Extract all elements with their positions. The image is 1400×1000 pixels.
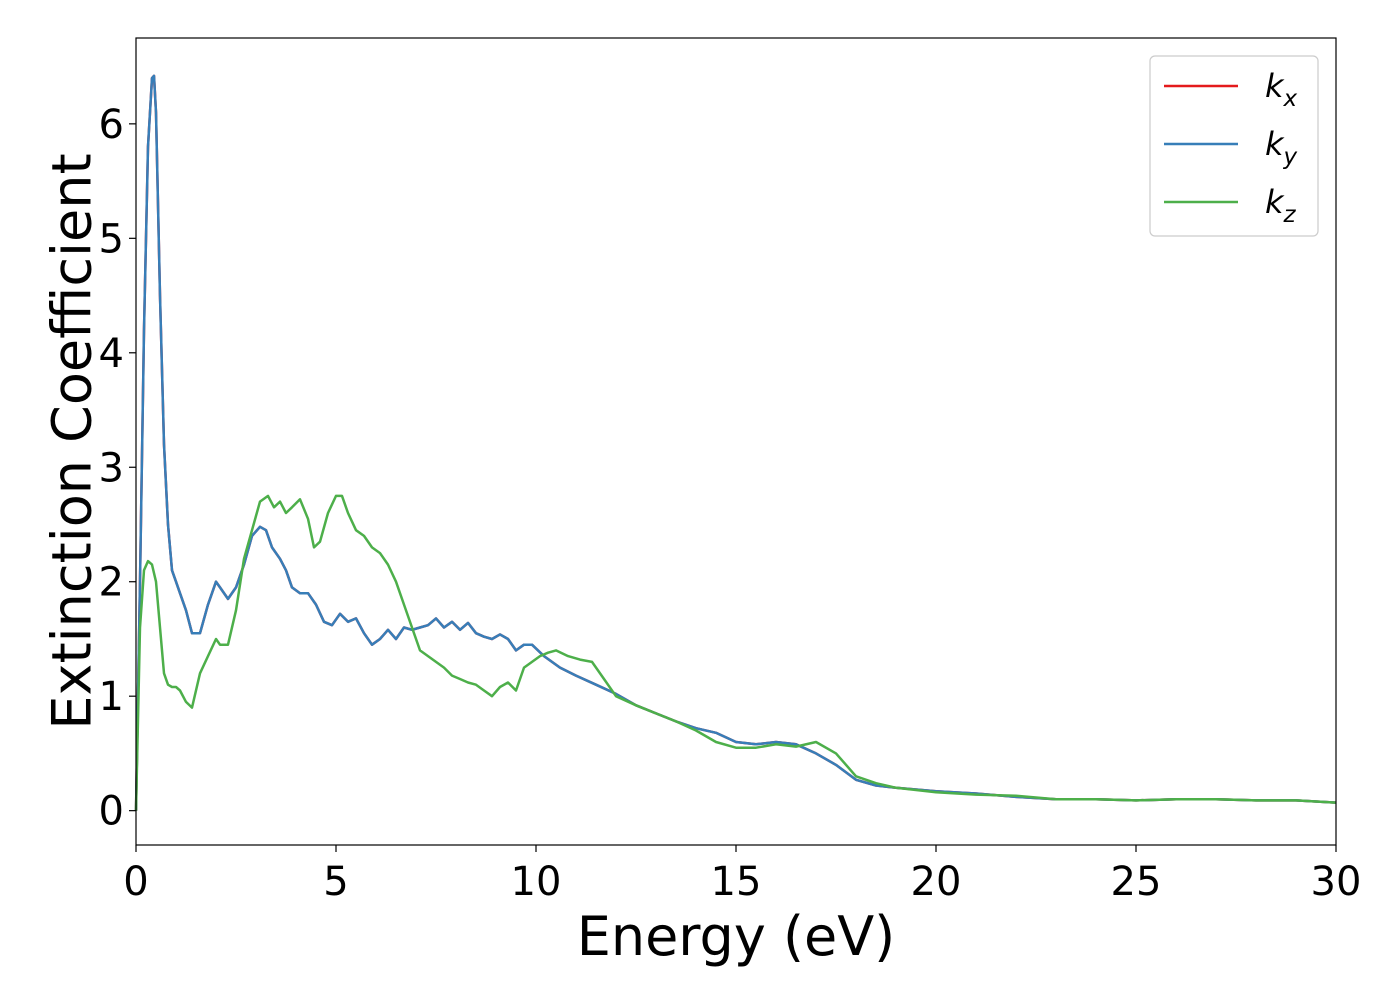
y-tick-label: 5 [99,216,124,262]
y-tick-label: 4 [99,331,124,377]
legend: kx ky kz [1149,55,1319,237]
y-tick-label: 1 [99,674,124,720]
x-tick-label: 25 [1111,859,1162,905]
x-tick-label: 5 [323,859,348,905]
y-axis-ticks: 0 1 2 3 4 5 6 [99,102,136,835]
y-tick-label: 2 [99,560,124,606]
x-axis-label: Energy (eV) [577,905,896,968]
x-tick-label: 0 [123,859,148,905]
x-tick-label: 30 [1311,859,1362,905]
legend-label-k-y: ky [1265,125,1298,170]
series-line-k-y [134,74,1337,811]
y-tick-label: 3 [99,445,124,491]
x-tick-label: 20 [911,859,962,905]
legend-label-k-x: kx [1265,67,1298,112]
y-axis-label: Extinction Coefficient [41,153,104,729]
x-tick-label: 15 [711,859,762,905]
plot-lines [134,74,1337,811]
legend-label-k-z: kz [1265,183,1297,228]
x-tick-label: 10 [511,859,562,905]
series-line-k-z [134,494,1337,811]
legend-box [1149,55,1319,237]
y-tick-label: 6 [99,102,124,148]
x-axis-ticks: 0 5 10 15 20 25 30 [123,845,1361,905]
y-tick-label: 0 [99,789,124,835]
